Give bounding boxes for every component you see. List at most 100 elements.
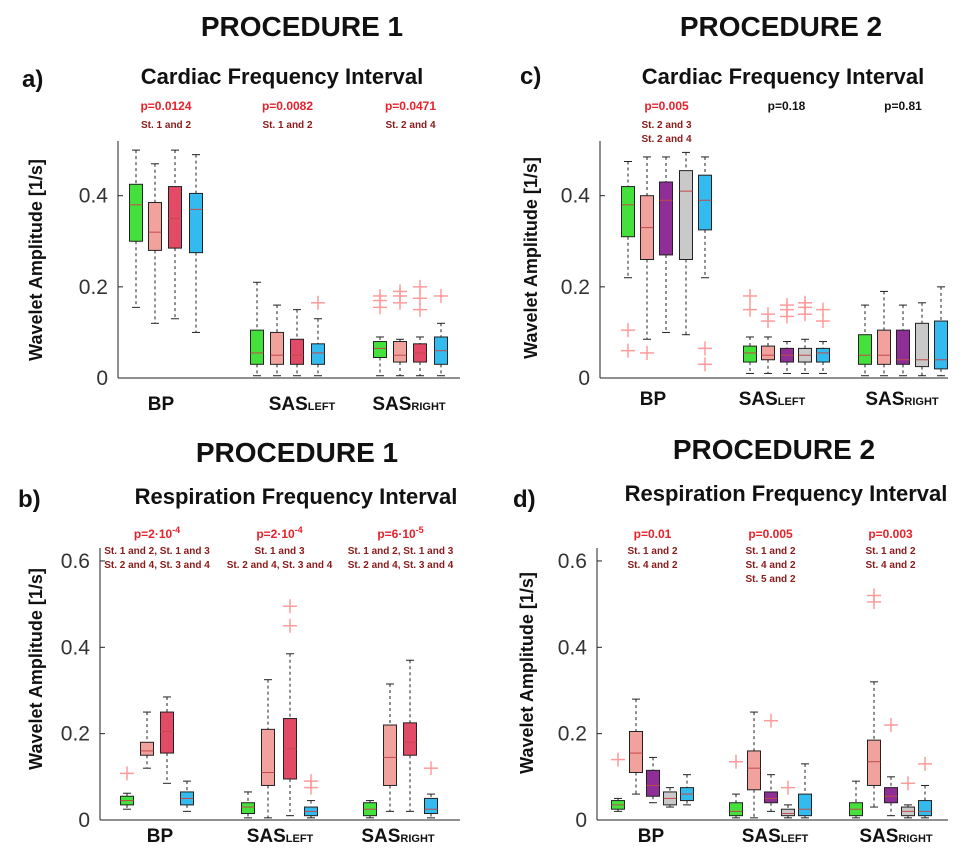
y-tick-label: 0 [96, 367, 108, 390]
category-name: SAS [372, 394, 411, 415]
y-axis-label: Wavelet Amplitude [1/s] [521, 157, 541, 359]
category-name: SAS [859, 826, 898, 847]
boxplot [884, 718, 898, 817]
boxplot [629, 698, 643, 795]
boxplot [424, 761, 438, 819]
boxplot [698, 156, 712, 372]
boxplot [363, 800, 377, 819]
x-category-label: SASLEFT [742, 826, 809, 847]
category-subscript: RIGHT [400, 833, 435, 845]
boxplot [140, 711, 154, 769]
category-name: BP [148, 394, 175, 415]
box-iqr [241, 802, 255, 815]
chart-panel-b: PROCEDURE 1 b) Respiration Frequency Inter… [18, 437, 460, 847]
chart-title: Cardiac Frequency Interval [141, 64, 423, 89]
boxplot [877, 290, 891, 377]
boxplot [679, 151, 693, 336]
y-tick-label: 0.4 [79, 185, 109, 208]
pairwise-note: St. 5 and 2 [745, 574, 795, 585]
boxplot [901, 776, 915, 819]
boxplot [640, 156, 654, 360]
boxplot [896, 304, 910, 377]
boxplot [403, 659, 417, 812]
box-iqr [311, 343, 325, 365]
box-iqr [659, 181, 673, 256]
boxplot [611, 752, 625, 812]
box-iqr [424, 797, 438, 815]
p-value-text: p=2·10 [256, 527, 295, 541]
p-value-label: p=0.0124 [140, 99, 191, 113]
y-tick-label: 0 [575, 809, 587, 832]
x-category-label: BP [638, 826, 665, 847]
box-iqr [858, 334, 872, 365]
pairwise-note: St. 2 and 4 [641, 134, 691, 145]
boxplot [120, 766, 134, 810]
box-iqr [403, 722, 417, 756]
boxplot [729, 754, 743, 819]
category-subscript: LEFT [778, 396, 806, 408]
category-subscript: RIGHT [898, 833, 933, 845]
box-iqr [373, 341, 387, 358]
pairwise-note: St. 1 and 2 [627, 546, 677, 557]
p-value-label: p=6·10-5 [377, 525, 423, 541]
box-iqr [646, 769, 660, 797]
p-value-exponent: -5 [416, 525, 424, 535]
chart-title: Cardiac Frequency Interval [642, 64, 924, 89]
category-name: BP [640, 389, 667, 410]
p-value-label: p=0.005 [748, 527, 793, 541]
box-iqr [629, 730, 643, 774]
x-category-label: SASLEFT [247, 826, 314, 847]
category-subscript: LEFT [286, 833, 314, 845]
y-axis-label: Wavelet Amplitude [1/s] [26, 568, 46, 770]
x-category-label: BP [148, 394, 175, 415]
boxplot [663, 787, 677, 808]
p-value-label: p=0.81 [884, 99, 922, 113]
pairwise-note: St. 2 and 4, St. 3 and 4 [348, 560, 454, 571]
p-value-text: p=0.005 [644, 99, 689, 113]
boxplot [393, 284, 407, 377]
boxplot [781, 780, 795, 819]
box-iqr [698, 174, 712, 231]
boxplot [241, 791, 255, 819]
p-value-label: p=0.18 [768, 99, 806, 113]
p-value-label: p=0.01 [634, 527, 672, 541]
y-tick-label: 0.2 [558, 723, 587, 746]
chart-panel-d: PROCEDURE 2 d) Respiration Frequency Inter… [513, 434, 948, 847]
boxplot [261, 679, 275, 819]
category-name: SAS [739, 389, 778, 410]
box-iqr [270, 331, 284, 365]
pairwise-note: St. 1 and 2 [262, 120, 312, 131]
boxplot [290, 309, 304, 377]
p-value-text: p=2·10 [134, 527, 173, 541]
category-name: SAS [269, 394, 308, 415]
pairwise-note: St. 2 and 4, St. 3 and 4 [104, 560, 210, 571]
panel-label: a) [22, 66, 43, 93]
boxplot [867, 588, 881, 808]
category-name: SAS [865, 389, 904, 410]
p-value-text: p=0.01 [634, 527, 672, 541]
chart-title: Respiration Frequency Interval [135, 484, 458, 509]
procedure-heading: PROCEDURE 1 [201, 11, 403, 42]
box-iqr [250, 329, 264, 365]
chart-panel-c: PROCEDURE 2 c) Cardiac Frequency Interval 0… [520, 11, 948, 410]
box-iqr [383, 724, 397, 786]
box-iqr [884, 787, 898, 804]
procedure-heading: PROCEDURE 1 [196, 437, 398, 468]
boxplot [434, 288, 448, 377]
box-iqr [393, 341, 407, 363]
procedure-heading: PROCEDURE 2 [680, 11, 882, 42]
procedure-heading: PROCEDURE 2 [673, 434, 875, 465]
boxplot [918, 756, 932, 819]
box-iqr [877, 329, 891, 365]
category-name: SAS [742, 826, 781, 847]
y-tick-label: 0 [78, 809, 90, 832]
y-tick-label: 0.6 [558, 550, 587, 573]
x-category-label: SASRIGHT [372, 394, 446, 415]
pairwise-note: St. 2 and 3 [641, 120, 691, 131]
p-value-exponent: -4 [172, 525, 180, 535]
box-iqr [160, 711, 174, 754]
x-category-label: BP [640, 389, 667, 410]
panel-label: c) [520, 63, 541, 90]
box-iqr [621, 186, 635, 238]
